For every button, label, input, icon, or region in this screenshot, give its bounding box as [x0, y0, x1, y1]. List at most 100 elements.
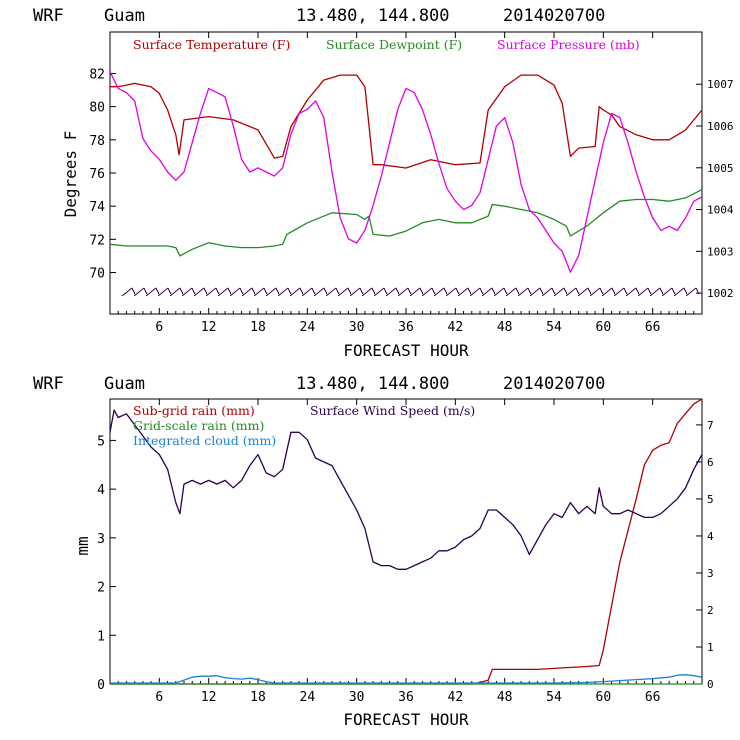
wind-barb-icon [121, 287, 133, 297]
chart2-y-tick-label: 4 [97, 483, 105, 498]
chart2-y-right-tick-label: 0 [707, 678, 714, 691]
wind-barb-flag [347, 287, 352, 295]
chart1-plot: 6 12 18 24 30 36 42 48 54 60 66 70 72 74 76 78 80 82 1002 1… [89, 31, 734, 335]
chart2-x-tick-label: 6 [155, 690, 163, 705]
wind-barb-icon [301, 287, 313, 297]
wind-barb-flag [527, 287, 532, 295]
chart2-y-tick-label: 2 [97, 581, 105, 596]
chart1-y-right-tick-label: 1006 [707, 120, 734, 133]
wind-barb-icon [589, 287, 601, 297]
chart1-series-surface-temperature-f [110, 74, 703, 169]
wind-barb-icon [625, 287, 637, 297]
wind-barb-icon [313, 287, 325, 297]
wind-barb-icon [661, 287, 673, 297]
chart2-x-tick-label: 30 [349, 690, 365, 705]
wind-barb-flag [635, 287, 640, 295]
wind-barb-flag [539, 287, 544, 295]
wind-barb-flag [203, 287, 208, 295]
wind-barb-icon [361, 287, 373, 297]
chart2-x-tick-label: 18 [250, 690, 266, 705]
chart2-x-tick-label: 24 [300, 690, 316, 705]
wind-barb-flag [287, 287, 292, 295]
wind-barb-icon [337, 287, 349, 297]
chart1-y-tick-label: 80 [89, 101, 105, 116]
wind-barb-icon [445, 287, 457, 297]
chart1-plot-frame [109, 31, 703, 315]
chart1-title-place: Guam [104, 6, 145, 26]
wind-barb-flag [155, 287, 160, 295]
wind-barb-icon [205, 287, 217, 297]
wind-barb-flag [299, 287, 304, 295]
chart2-y-right-tick-label: 7 [707, 419, 714, 432]
wind-barb-icon [541, 287, 553, 297]
chart2-y-tick-label: 0 [97, 678, 105, 693]
chart2-legend-wind-speed: Surface Wind Speed (m/s) [310, 403, 475, 418]
chart2-x-axis-label: FORECAST HOUR [343, 710, 469, 729]
wind-barb-flag [131, 287, 136, 295]
chart2-y-right-tick-label: 4 [707, 530, 714, 543]
wind-barb-flag [503, 287, 508, 295]
chart1-series-surface-pressure-mb [109, 71, 703, 273]
wind-barb-flag [191, 287, 196, 295]
chart1-y-tick-label: 72 [89, 233, 105, 248]
wind-barb-flag [251, 287, 256, 295]
chart1-y-right-tick-label: 1005 [707, 162, 734, 175]
wind-barb-flag [431, 287, 436, 295]
chart1-x-tick-label: 60 [596, 320, 612, 335]
wind-barb-flag [467, 287, 472, 295]
wind-barb-icon [133, 287, 145, 297]
wind-barb-icon [241, 287, 253, 297]
chart1-x-tick-label: 66 [645, 320, 661, 335]
wind-barb-icon [529, 287, 541, 297]
wind-barb-icon [553, 287, 565, 297]
wind-barb-flag [671, 287, 676, 295]
chart2-y-right-tick-label: 2 [707, 604, 714, 617]
chart1-y-tick-label: 76 [89, 167, 105, 182]
chart2-series-integrated-cloud-mm [110, 674, 703, 684]
wind-barb-icon [457, 287, 469, 297]
chart2-title-model: WRF [33, 374, 64, 394]
wind-barb-flag [683, 287, 688, 295]
wind-barb-flag [479, 287, 484, 295]
chart1-y-right-tick-label: 1003 [707, 245, 734, 258]
wind-barb-icon [277, 287, 289, 297]
chart2-title-coords: 13.480, 144.800 [296, 374, 450, 394]
wind-barb-icon [469, 287, 481, 297]
chart2-legend-integrated-cloud: Integrated cloud (mm) [133, 433, 276, 448]
wind-barb-icon [517, 287, 529, 297]
chart2-x-tick-label: 54 [546, 690, 562, 705]
chart2-y-tick-label: 3 [97, 532, 105, 547]
wind-barb-icon [577, 287, 589, 297]
wind-barb-flag [455, 287, 460, 295]
chart1-y-tick-label: 74 [89, 200, 105, 215]
chart1-x-tick-label: 24 [300, 320, 316, 335]
wind-barb-flag [515, 287, 520, 295]
chart1-title-model: WRF [33, 6, 64, 26]
chart1-legend-pressure: Surface Pressure (mb) [497, 37, 640, 52]
wind-barb-flag [227, 287, 232, 295]
wind-barb-icon [169, 287, 181, 297]
chart1-y-right-tick-label: 1002 [707, 287, 734, 300]
chart2-plot: 6 12 18 24 30 36 42 48 54 60 6601234501234567Sub-g… [97, 398, 714, 705]
wind-barb-icon [385, 287, 397, 297]
wind-barb-icon [265, 287, 277, 297]
wind-barb-icon [613, 287, 625, 297]
wind-barb-flag [383, 287, 388, 295]
wind-barb-icon [685, 287, 697, 297]
chart1-x-tick-label: 6 [155, 320, 163, 335]
wind-barb-flag [419, 287, 424, 295]
wind-barb-flag [659, 287, 664, 295]
chart2-y-tick-label: 5 [97, 434, 105, 449]
wind-barb-icon [397, 287, 409, 297]
chart2-x-tick-label: 60 [596, 690, 612, 705]
wind-barb-icon [481, 287, 493, 297]
chart1-legend-temperature: Surface Temperature (F) [133, 37, 290, 52]
wind-barb-flag [359, 287, 364, 295]
wind-barb-flag [395, 287, 400, 295]
chart1-wind-barbs [121, 287, 700, 297]
chart2-y-axis-label: mm [73, 536, 92, 555]
wind-barb-icon [373, 287, 385, 297]
wind-barb-flag [575, 287, 580, 295]
wind-barb-flag [599, 287, 604, 295]
